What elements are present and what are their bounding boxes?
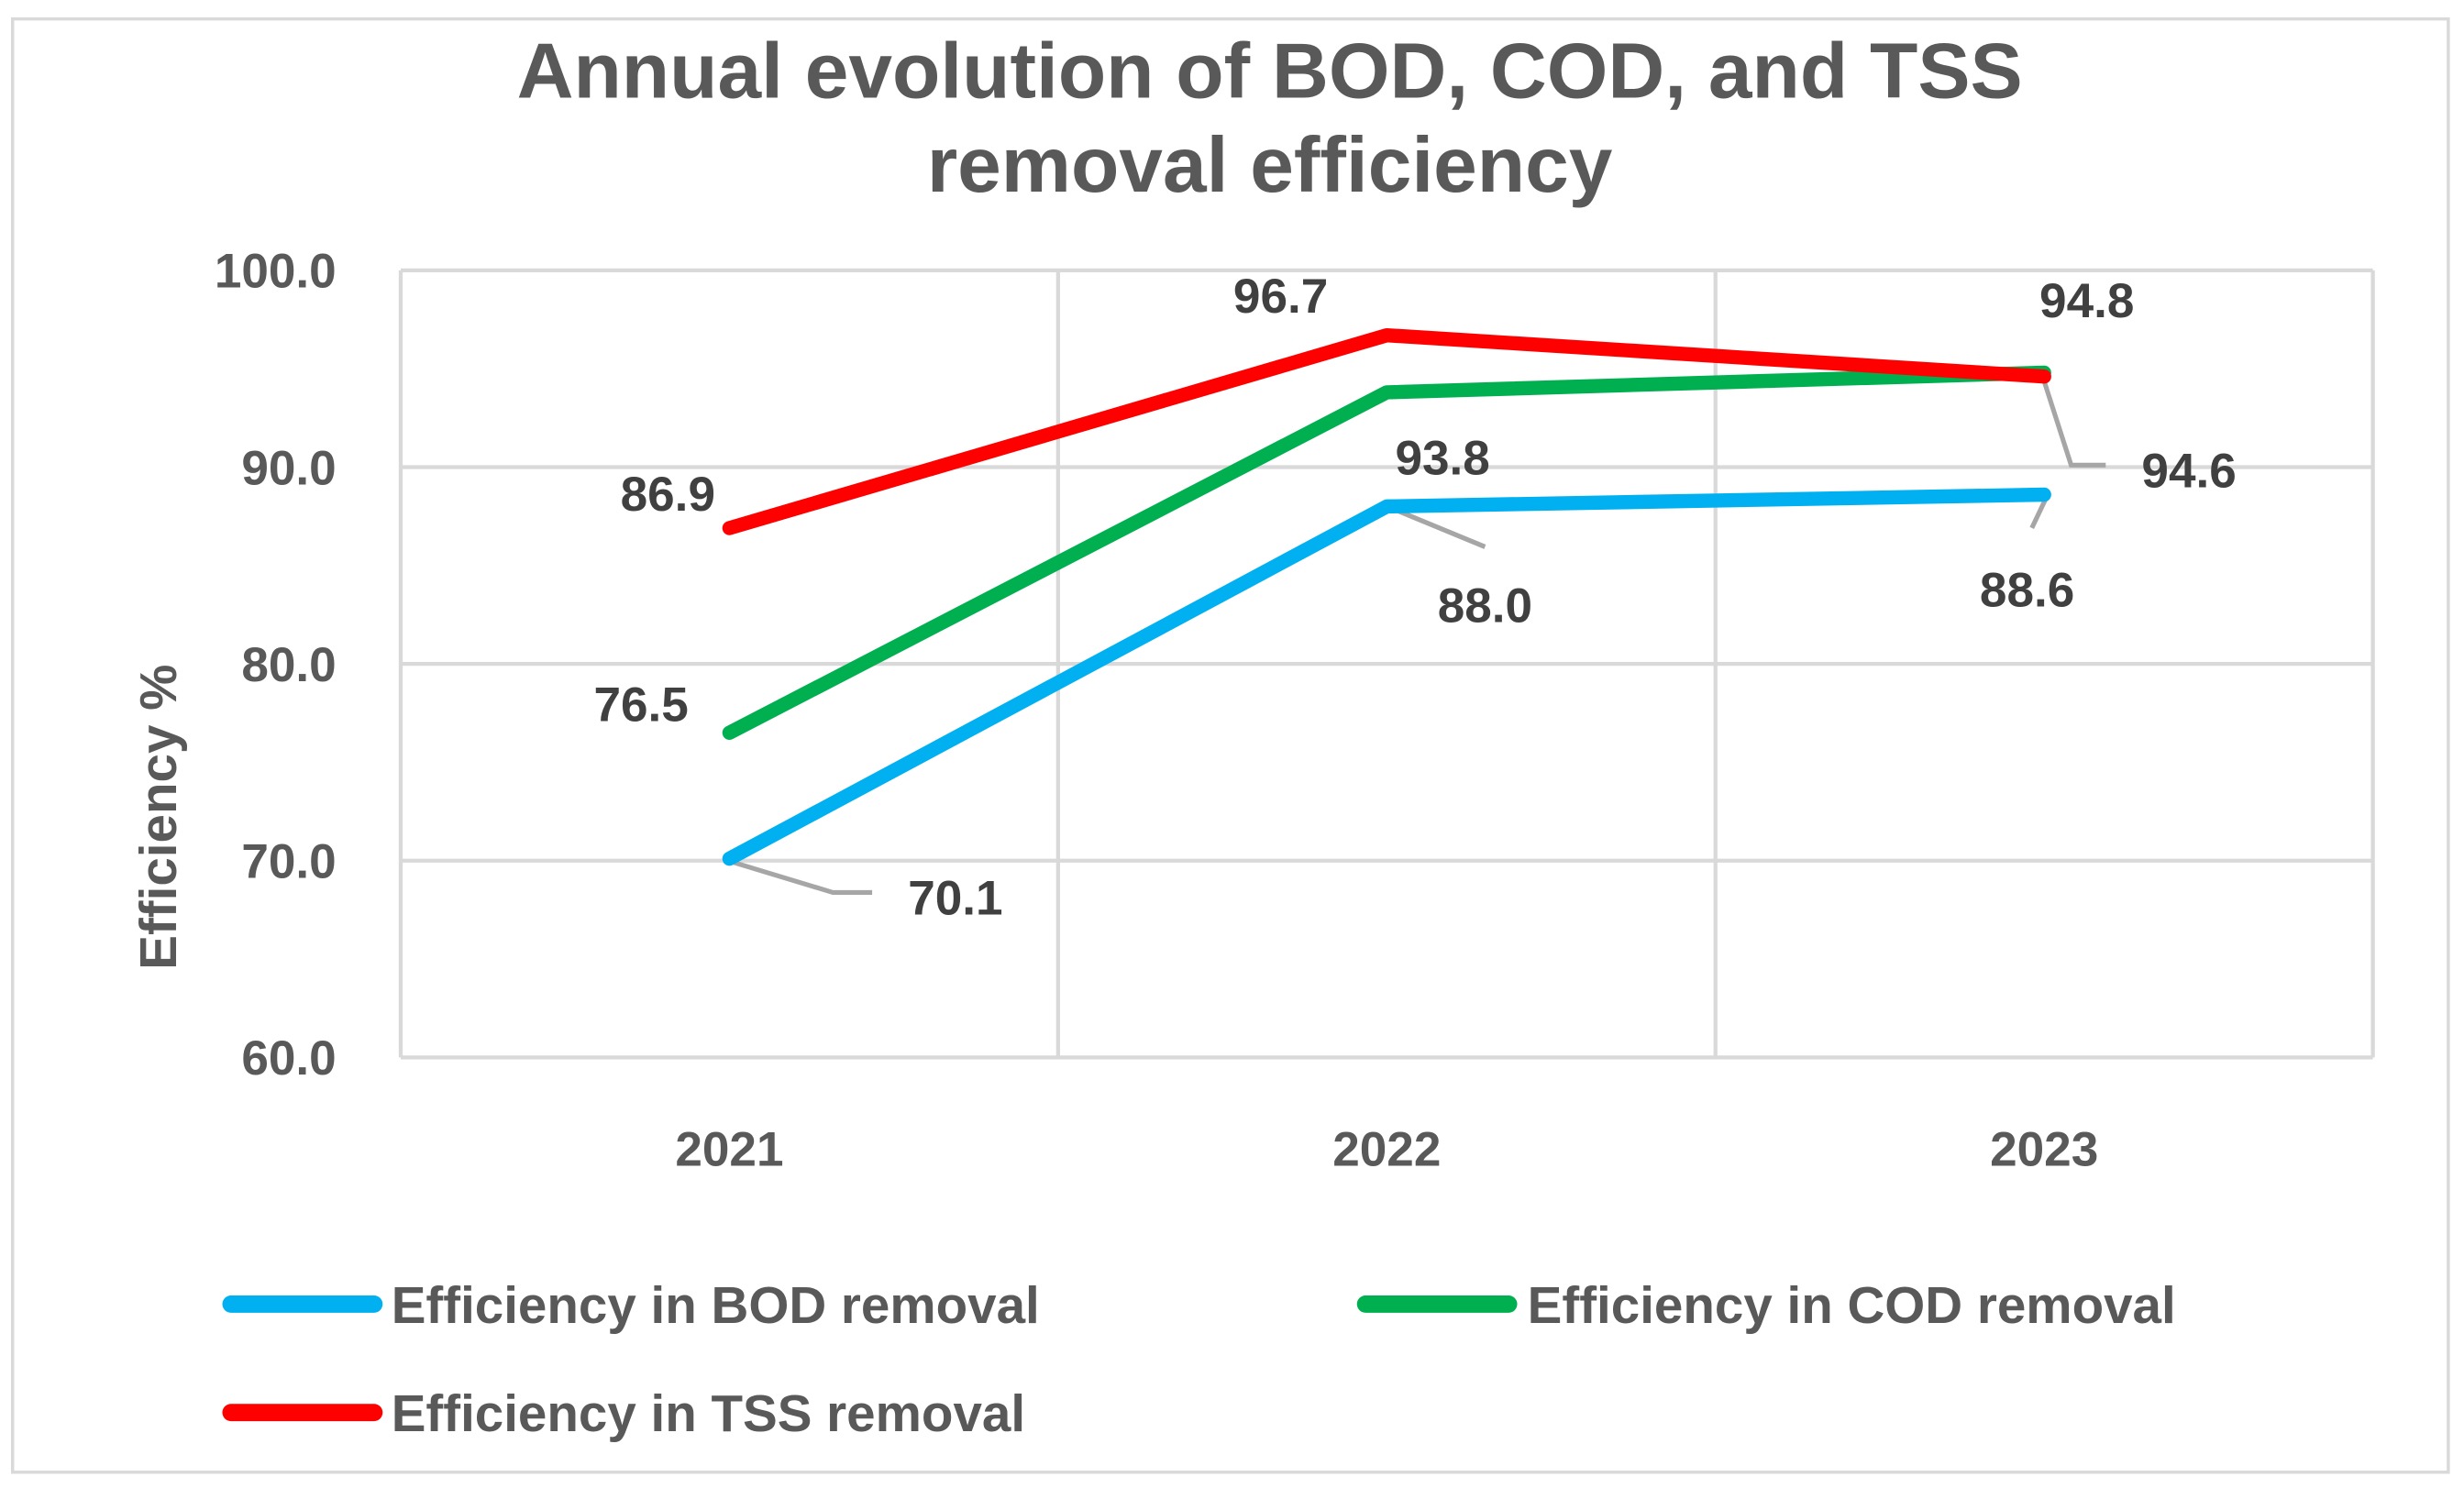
data-label-tss-2023: 94.6 (2141, 444, 2236, 498)
chart-border (10, 17, 2450, 1474)
label-leader-lines (728, 376, 2106, 896)
data-label-cod-2021: 76.5 (593, 678, 688, 733)
legend-label-cod: Efficiency in COD removal (1528, 1276, 2176, 1334)
data-label-bod-2022: 88.0 (1438, 579, 1532, 634)
series-line-cod (722, 365, 2051, 740)
series-line-tss (722, 327, 2051, 535)
leader-tss-2023 (2040, 376, 2106, 468)
y-tick-label: 100.0 (215, 245, 337, 299)
y-tick-label: 90.0 (241, 441, 336, 495)
y-tick-label: 60.0 (241, 1031, 336, 1086)
legend-label-bod: Efficiency in BOD removal (392, 1276, 1040, 1334)
chart-title-line2: removal efficiency (927, 121, 1613, 209)
x-tick-label: 2021 (675, 1123, 783, 1177)
chart-title-line1: Annual evolution of BOD, COD, and TSS (517, 27, 2023, 115)
x-tick-label: 2023 (1990, 1123, 2098, 1177)
data-label-cod-2023: 94.8 (2039, 274, 2134, 328)
data-label-tss-2022: 96.7 (1233, 270, 1328, 324)
legend-label-tss: Efficiency in TSS removal (392, 1384, 1025, 1442)
legend: Efficiency in BOD removal Efficiency in … (222, 1276, 2176, 1442)
y-tick-label: 80.0 (241, 638, 336, 692)
y-axis-label: Efficiency % (129, 665, 187, 970)
series-lines (722, 327, 2051, 866)
x-tick-label: 2022 (1332, 1123, 1441, 1177)
leader-bod-2021 (728, 858, 873, 896)
data-label-cod-2022: 93.8 (1395, 432, 1489, 486)
data-label-bod-2023: 88.6 (1980, 564, 2074, 618)
x-axis-ticks: 2021 2022 2023 (675, 1123, 2098, 1177)
data-label-bod-2021: 70.1 (908, 871, 1002, 925)
y-tick-label: 70.0 (241, 835, 336, 889)
series-line-bod (722, 487, 2051, 866)
data-label-tss-2021: 86.9 (621, 468, 715, 522)
y-axis-ticks: 60.0 70.0 80.0 90.0 100.0 (215, 245, 337, 1086)
data-labels: 70.1 88.0 88.6 76.5 93.8 94.8 86.9 96.7 … (593, 270, 2236, 925)
